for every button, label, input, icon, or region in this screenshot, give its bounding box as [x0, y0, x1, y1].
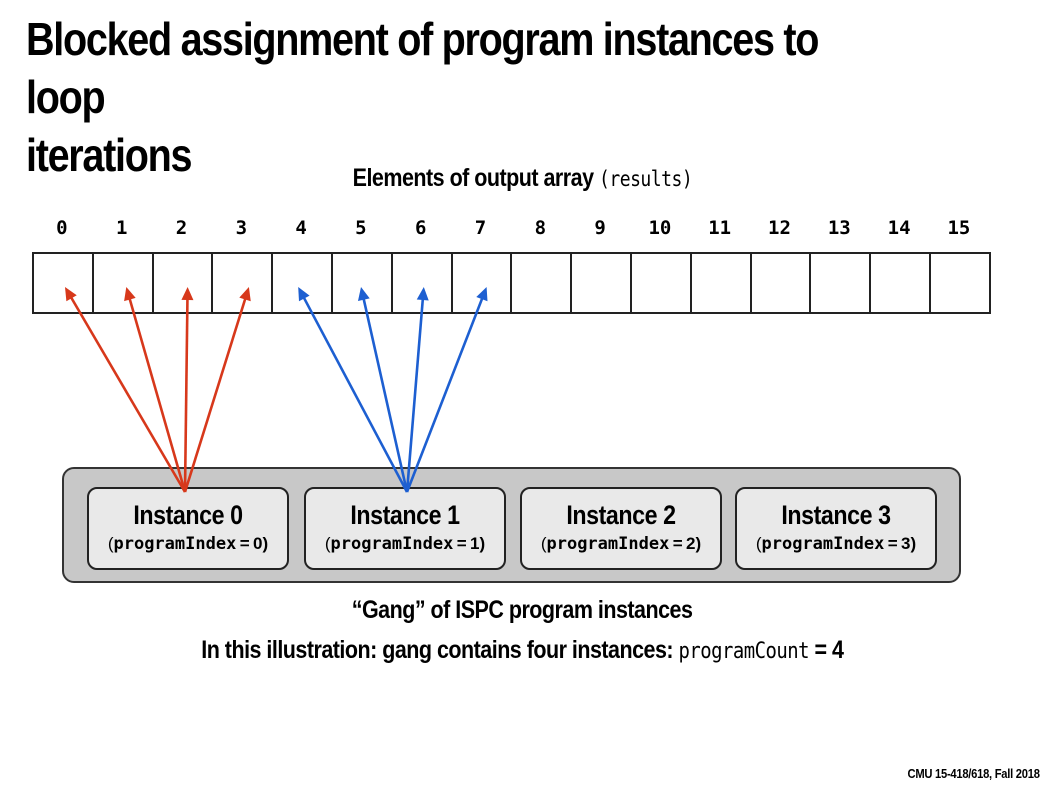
- instance-box: Instance 2 (programIndex = 2): [520, 487, 722, 570]
- instance-name: Instance 2: [566, 500, 676, 530]
- count-caption-code: programCount: [678, 639, 809, 664]
- count-caption-value: = 4: [808, 636, 844, 664]
- instance-program-index: (programIndex = 1): [324, 534, 486, 554]
- array-cell: [211, 252, 274, 314]
- assignment-arrow-line: [405, 294, 425, 493]
- array-cell: [630, 252, 692, 314]
- footer-course-label: CMU 15-418/618, Fall 2018: [907, 766, 1040, 781]
- slide-title-line1: Blocked assignment of program instances …: [26, 13, 819, 123]
- instance-box: Instance 0 (programIndex = 0): [87, 487, 289, 570]
- array-cell: [271, 252, 333, 314]
- array-index-label: 5: [355, 217, 367, 239]
- array-index-label: 8: [534, 217, 547, 239]
- assignment-arrow-line: [405, 293, 485, 493]
- instance-box: Instance 3 (programIndex = 3): [735, 487, 937, 570]
- count-caption-text: In this illustration: gang contains four…: [200, 636, 679, 664]
- array-index-label: 13: [827, 217, 851, 239]
- assignment-arrow-line: [361, 294, 409, 493]
- array-index-label: 2: [175, 217, 188, 239]
- array-cell: [929, 252, 991, 314]
- array-index-label: 7: [474, 217, 487, 239]
- assignment-arrow-line: [183, 294, 189, 493]
- array-cell: [91, 252, 154, 314]
- array-cell: [510, 252, 573, 314]
- instance-program-index: (programIndex = 3): [755, 534, 917, 554]
- instance-program-index: (programIndex = 2): [540, 534, 702, 554]
- array-cell: [869, 252, 931, 314]
- array-index-label: 0: [56, 217, 68, 239]
- array-index-label: 15: [947, 217, 971, 239]
- array-cell: [570, 252, 632, 314]
- slide-title-line2: iterations: [26, 129, 192, 181]
- assignment-arrow-line: [127, 294, 187, 493]
- array-cell: [151, 252, 214, 314]
- array-caption: Elements of output array (results): [0, 164, 1044, 193]
- array-cell: [32, 252, 94, 314]
- instance-name: Instance 3: [781, 500, 891, 530]
- array-index-label: 14: [887, 217, 911, 239]
- instance-name: Instance 1: [350, 500, 460, 530]
- assignment-arrow-line: [300, 293, 409, 493]
- count-caption: In this illustration: gang contains four…: [0, 636, 1044, 665]
- array-index-label: 12: [768, 217, 791, 239]
- slide-title: Blocked assignment of program instances …: [26, 10, 877, 184]
- array-index-label: 10: [648, 217, 672, 239]
- array-index-label: 3: [235, 217, 248, 239]
- instance-program-index: (programIndex = 0): [107, 534, 269, 554]
- instance-name: Instance 0: [133, 500, 243, 530]
- array-index-label: 11: [708, 217, 732, 239]
- array-cell: [331, 252, 393, 314]
- instance-box: Instance 1 (programIndex = 1): [304, 487, 506, 570]
- array-caption-text: Elements of output array: [352, 164, 594, 192]
- assignment-arrow-line: [183, 294, 248, 493]
- array-cell: [749, 252, 812, 314]
- array-index-label: 4: [295, 217, 307, 239]
- gang-caption: “Gang” of ISPC program instances: [0, 596, 1044, 625]
- array-index-label: 9: [594, 217, 606, 239]
- array-caption-code: (results): [598, 167, 693, 191]
- array-cell: [809, 252, 872, 314]
- array-cell: [689, 252, 752, 314]
- array-cell: [390, 252, 453, 314]
- array-index-label: 6: [414, 217, 427, 239]
- array-cell: [450, 252, 513, 314]
- assignment-arrow-line: [67, 293, 187, 493]
- array-index-label: 1: [115, 217, 128, 239]
- gang-caption-text: “Gang” of ISPC program instances: [351, 596, 693, 624]
